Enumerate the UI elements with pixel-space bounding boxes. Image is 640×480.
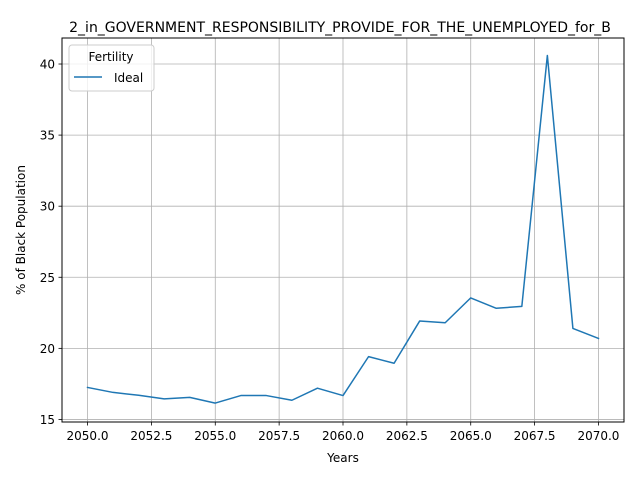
y-axis: 15 20 25 30 35 40 [40,58,62,427]
legend-frame [68,44,155,92]
series-ideal [86,54,600,404]
series-line [86,54,600,404]
legend: Fertility Ideal [68,44,155,92]
x-tick-label: 2062.5 [386,429,428,443]
series-layer [86,54,600,404]
y-tick-label: 30 [40,200,55,214]
x-tick-label: 2067.5 [514,429,556,443]
y-tick-label: 20 [40,342,55,356]
x-axis-label: Years [326,451,359,465]
y-tick-label: 15 [40,413,55,427]
x-axis: 2050.0 2052.5 2055.0 2057.5 2060.0 2062.5 2065… [67,422,619,443]
x-tick-label: 2055.0 [194,429,236,443]
x-tick-label: 2052.5 [130,429,172,443]
y-axis-label: % of Black Population [14,165,28,295]
x-tick-label: 2070.0 [577,429,619,443]
x-tick-label: 2050.0 [67,429,109,443]
x-tick-label: 2057.5 [258,429,300,443]
chart-title: 2_in_GOVERNMENT_RESPONSIBILITY_PROVIDE_F… [69,20,611,36]
grid-lines [62,38,624,422]
legend-label-ideal: Ideal [114,71,143,85]
x-tick-label: 2060.0 [322,429,364,443]
y-tick-label: 35 [40,129,55,143]
y-tick-label: 25 [40,271,55,285]
y-tick-label: 40 [40,58,55,72]
x-tick-label: 2065.0 [450,429,492,443]
legend-title: Fertility [88,50,133,64]
